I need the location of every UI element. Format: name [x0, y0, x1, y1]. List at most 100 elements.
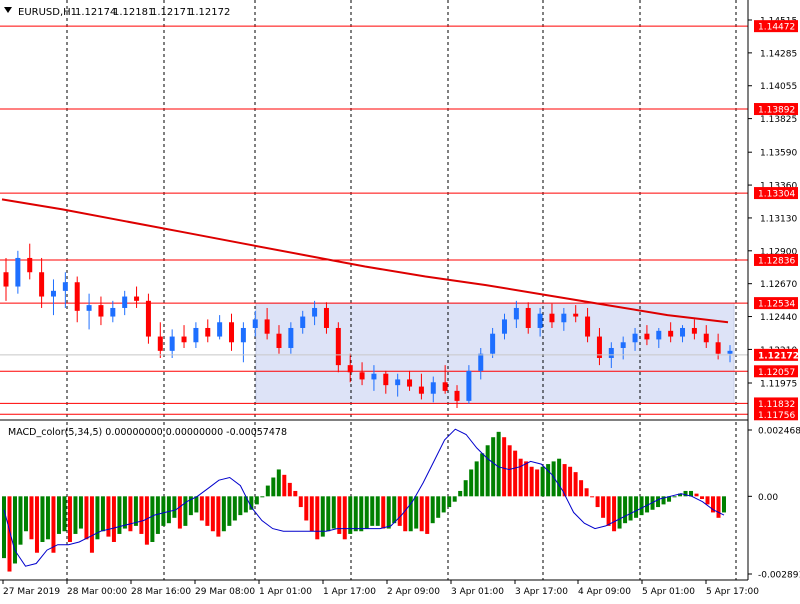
candle-body — [513, 307, 519, 320]
macd-bar — [183, 496, 188, 526]
macd-bar — [540, 466, 545, 497]
macd-bar — [414, 496, 419, 529]
candle-body — [501, 319, 507, 334]
candle-body — [418, 386, 424, 394]
level-label: 1.11756 — [758, 411, 795, 421]
macd-bar — [711, 496, 716, 513]
macd-bar — [656, 496, 661, 508]
macd-bar — [271, 477, 276, 497]
macd-tick-label: -0.0028914 — [758, 571, 800, 581]
candle-body — [608, 347, 614, 358]
macd-bar — [100, 496, 105, 532]
macd-bar — [628, 496, 633, 521]
macd-bar — [689, 490, 694, 497]
candle-body — [240, 327, 246, 343]
price-pane[interactable] — [0, 0, 748, 418]
symbol-label: EURUSD,H1 — [18, 7, 77, 18]
candle-body — [335, 327, 341, 366]
candle-body — [134, 296, 140, 301]
candle-body — [585, 316, 591, 337]
macd-bar — [463, 480, 468, 497]
macd-bar — [474, 461, 479, 497]
macd-bar — [419, 496, 424, 532]
macd-bar — [441, 496, 446, 513]
macd-bar — [133, 496, 138, 526]
candle-body — [596, 336, 602, 358]
macd-bar — [573, 472, 578, 497]
macd-bar — [430, 496, 435, 524]
time-tick-label: 1 Apr 17:00 — [323, 587, 376, 597]
candle-body — [525, 307, 531, 328]
macd-bar — [551, 461, 556, 497]
macd-tick-label: 0.00 — [758, 493, 778, 503]
candle-body — [300, 316, 306, 328]
candle-body — [217, 322, 223, 337]
macd-bar — [458, 490, 463, 497]
macd-bar — [502, 437, 507, 497]
candle-body — [169, 336, 175, 351]
macd-bar — [51, 496, 56, 553]
macd-bar — [672, 496, 677, 498]
macd-bar — [18, 496, 23, 545]
level-label-bg — [754, 397, 798, 410]
macd-bar — [595, 496, 600, 508]
price-tick-label: 1.12900 — [760, 247, 797, 257]
macd-bar — [309, 496, 314, 532]
candle-body — [347, 365, 353, 373]
macd-bar — [364, 496, 369, 529]
time-tick-label: 3 Apr 01:00 — [451, 587, 504, 597]
candle-body — [98, 305, 104, 317]
candle-body — [715, 342, 721, 354]
time-tick-label: 5 Apr 17:00 — [706, 587, 759, 597]
low-value: 1.12171 — [151, 7, 192, 18]
macd-pane[interactable] — [2, 422, 737, 580]
time-tick-label: 28 Mar 16:00 — [131, 587, 191, 597]
macd-bar — [2, 496, 6, 559]
macd-bar — [639, 496, 644, 516]
macd-bar — [40, 496, 45, 542]
time-tick-label: 1 Apr 01:00 — [259, 587, 312, 597]
candle-body — [644, 333, 650, 340]
candle-body — [490, 333, 496, 354]
close-value: 1.12172 — [189, 7, 230, 18]
macd-bar — [45, 496, 50, 540]
macd-bar — [606, 496, 611, 526]
high-value: 1.12181 — [113, 7, 154, 18]
candle-body — [407, 379, 413, 387]
level-label: 1.13892 — [758, 106, 795, 116]
macd-bar — [722, 496, 726, 513]
macd-bar — [166, 496, 171, 524]
time-axis[interactable]: 27 Mar 2019 28 Mar 00:00 28 Mar 16:00 29 Ma… — [2, 580, 759, 597]
macd-bar — [155, 496, 160, 534]
candle-body — [181, 336, 187, 343]
time-tick-label: 27 Mar 2019 — [3, 587, 60, 597]
macd-bar — [342, 496, 347, 540]
candle-body — [323, 307, 329, 328]
time-tick-label: 29 Mar 08:00 — [195, 587, 255, 597]
macd-bar — [315, 496, 320, 540]
dropdown-triangle-icon[interactable] — [4, 7, 12, 13]
candle-body — [86, 305, 92, 311]
macd-bar — [29, 496, 34, 540]
candle-body — [288, 327, 294, 348]
macd-bar — [683, 490, 688, 497]
level-lines[interactable] — [0, 25, 748, 415]
candle-body — [632, 333, 638, 343]
macd-bar — [667, 496, 672, 502]
macd-axis[interactable]: 0.0024685 0.00 -0.0028914 — [748, 427, 800, 581]
macd-bar — [375, 496, 380, 526]
macd-bar — [7, 496, 12, 572]
macd-bar — [700, 496, 705, 500]
price-tick-label: 1.12440 — [760, 313, 797, 323]
macd-bar — [84, 496, 89, 540]
macd-bar — [221, 496, 226, 532]
macd-bar — [469, 469, 474, 497]
macd-histogram — [2, 431, 726, 572]
macd-bar — [117, 496, 122, 534]
macd-bar — [480, 453, 485, 497]
candle-body — [312, 307, 318, 317]
macd-bar — [546, 464, 551, 497]
macd-bar — [612, 496, 617, 532]
